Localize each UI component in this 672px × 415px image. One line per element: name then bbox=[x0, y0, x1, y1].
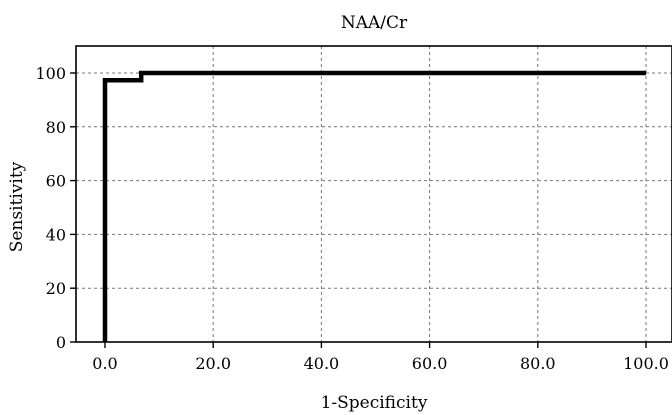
y-axis-label: Sensitivity bbox=[7, 161, 27, 252]
tick-layer: 0.0 20.0 40.0 60.0 80.0 100.0 0 20 40 60 80 100 bbox=[35, 64, 668, 373]
y-tick-label: 40 bbox=[46, 225, 66, 244]
y-tick-label: 80 bbox=[46, 118, 66, 137]
x-tick-label: 100.0 bbox=[623, 354, 669, 373]
y-tick-label: 100 bbox=[35, 64, 66, 83]
y-tick-label: 60 bbox=[46, 172, 66, 191]
y-tick-label: 0 bbox=[56, 333, 66, 352]
x-tick-label: 60.0 bbox=[412, 354, 448, 373]
x-tick-label: 0.0 bbox=[92, 354, 117, 373]
plot-frame bbox=[75, 45, 672, 343]
x-tick-label: 80.0 bbox=[520, 354, 556, 373]
x-axis-label: 1-Specificity bbox=[321, 393, 428, 413]
series-layer bbox=[102, 70, 646, 342]
grid-layer bbox=[76, 46, 672, 342]
x-tick-label: 40.0 bbox=[304, 354, 340, 373]
y-tick-label: 20 bbox=[46, 279, 66, 298]
chart-title: NAA/Cr bbox=[341, 13, 408, 33]
roc-curve-line bbox=[102, 70, 646, 342]
x-tick-label: 20.0 bbox=[195, 354, 231, 373]
